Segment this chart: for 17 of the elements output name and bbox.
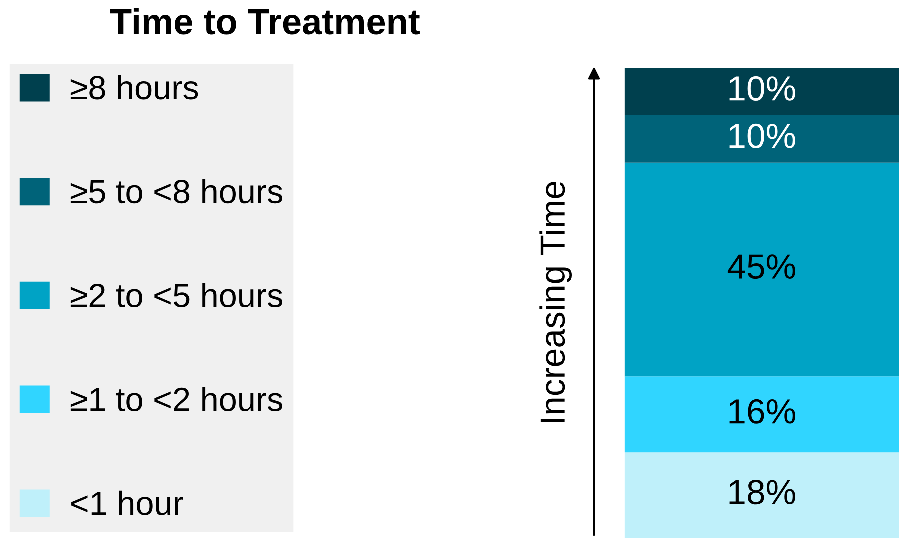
legend-label: <1 hour <box>72 490 184 516</box>
data-label: 18% <box>730 480 796 505</box>
legend-label: ≥1 to <2 hours <box>70 386 282 412</box>
data-label: 16% <box>730 399 796 424</box>
legend-label: ≥5 to <8 hours <box>70 179 282 204</box>
data-label: 10% <box>730 124 796 149</box>
y-axis-title: Increasing Time <box>540 182 572 422</box>
bar <box>624 452 899 538</box>
bar <box>624 115 899 163</box>
legend-label: ≥8 hours <box>70 75 198 100</box>
legend-label: ≥2 to <5 hours <box>70 283 282 308</box>
text: Time to Treatment <box>110 8 420 35</box>
bar <box>624 162 899 377</box>
bar <box>624 68 899 116</box>
bar <box>624 376 899 453</box>
data-label: 10% <box>730 76 796 102</box>
data-label: 45% <box>728 254 796 280</box>
